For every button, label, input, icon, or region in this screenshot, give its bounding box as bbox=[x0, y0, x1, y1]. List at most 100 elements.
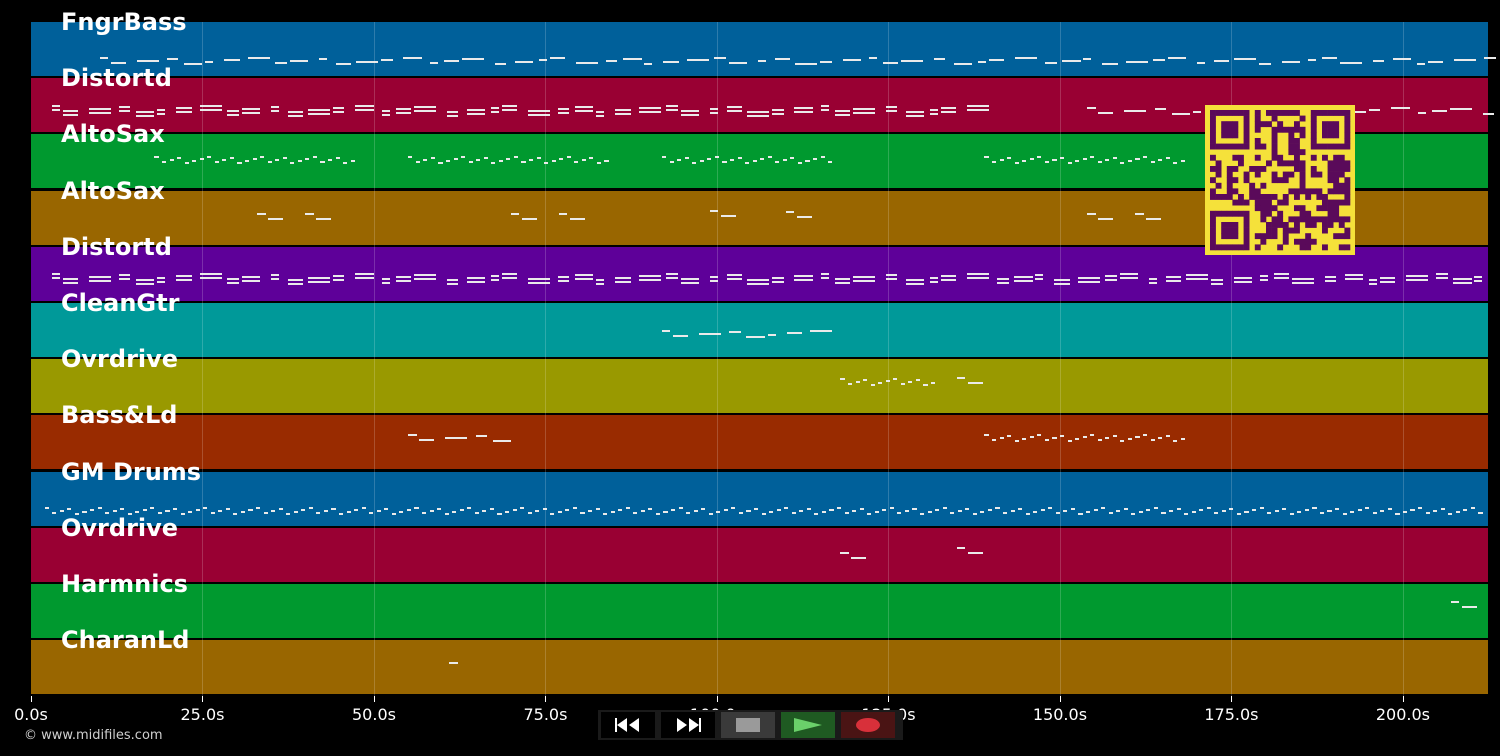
note-mark bbox=[1210, 283, 1223, 285]
record-button[interactable] bbox=[841, 712, 895, 738]
note-mark bbox=[1097, 161, 1102, 163]
note-mark bbox=[747, 115, 770, 117]
note-mark bbox=[287, 111, 303, 113]
note-mark bbox=[395, 112, 411, 114]
track-name: CharanLd bbox=[61, 626, 190, 654]
note-mark bbox=[1483, 57, 1496, 59]
note-mark bbox=[1274, 510, 1279, 512]
note-mark bbox=[714, 57, 726, 59]
note-mark bbox=[723, 509, 728, 511]
note-mark bbox=[501, 109, 517, 111]
note-mark bbox=[893, 378, 898, 380]
note-mark bbox=[984, 434, 989, 436]
note-mark bbox=[89, 509, 95, 511]
note-mark bbox=[708, 513, 713, 515]
tick-mark bbox=[1402, 696, 1404, 702]
note-mark bbox=[459, 509, 464, 511]
note-mark bbox=[332, 279, 345, 281]
track-lane bbox=[31, 415, 1488, 469]
tick-mark bbox=[1059, 696, 1061, 702]
note-mark bbox=[771, 113, 784, 115]
note-mark bbox=[1112, 435, 1117, 437]
note-mark bbox=[512, 509, 517, 511]
note-mark bbox=[1150, 161, 1155, 163]
note-mark bbox=[355, 105, 374, 107]
note-mark bbox=[361, 507, 366, 509]
note-mark bbox=[570, 218, 586, 220]
play-button[interactable] bbox=[781, 712, 835, 738]
note-mark bbox=[968, 382, 984, 384]
note-mark bbox=[1075, 160, 1080, 162]
rewind-button[interactable] bbox=[601, 712, 655, 738]
note-mark bbox=[461, 58, 484, 60]
note-mark bbox=[1463, 509, 1468, 511]
note-mark bbox=[722, 161, 727, 163]
note-mark bbox=[1273, 277, 1290, 279]
note-mark bbox=[466, 281, 486, 283]
note-mark bbox=[776, 509, 781, 511]
note-mark bbox=[529, 159, 534, 161]
note-mark bbox=[927, 511, 932, 513]
note-mark bbox=[596, 283, 605, 285]
note-mark bbox=[263, 512, 268, 514]
note-mark bbox=[1186, 274, 1209, 276]
note-mark bbox=[1435, 273, 1448, 275]
note-mark bbox=[413, 110, 436, 112]
note-mark bbox=[885, 380, 890, 382]
note-mark bbox=[51, 105, 60, 107]
note-mark bbox=[319, 58, 328, 60]
note-mark bbox=[176, 279, 192, 281]
note-mark bbox=[180, 513, 185, 515]
fast-forward-icon bbox=[677, 718, 701, 732]
tick-label: 175.0s bbox=[1204, 705, 1259, 724]
track-name: AltoSax bbox=[61, 177, 165, 205]
note-mark bbox=[343, 162, 348, 164]
note-mark bbox=[699, 333, 722, 335]
note-mark bbox=[1327, 510, 1332, 512]
note-mark bbox=[737, 157, 742, 159]
note-mark bbox=[870, 384, 875, 386]
track-name: Bass&Ld bbox=[61, 401, 178, 429]
note-mark bbox=[1014, 162, 1019, 164]
note-mark bbox=[157, 113, 166, 115]
note-mark bbox=[574, 106, 594, 108]
note-mark bbox=[915, 379, 920, 381]
note-mark bbox=[1029, 436, 1034, 438]
stop-button[interactable] bbox=[721, 712, 775, 738]
note-mark bbox=[1161, 512, 1166, 514]
note-mark bbox=[1165, 435, 1170, 437]
note-mark bbox=[1344, 274, 1364, 276]
note-mark bbox=[596, 162, 602, 164]
note-mark bbox=[275, 62, 287, 64]
note-mark bbox=[382, 110, 391, 112]
note-mark bbox=[557, 108, 570, 110]
note-mark bbox=[565, 509, 570, 511]
note-mark bbox=[834, 110, 851, 112]
note-mark bbox=[82, 511, 87, 513]
note-mark bbox=[1450, 601, 1460, 603]
note-mark bbox=[686, 59, 709, 61]
note-mark bbox=[1173, 162, 1178, 164]
tick-mark bbox=[202, 696, 204, 702]
note-mark bbox=[1037, 434, 1042, 436]
note-mark bbox=[1461, 606, 1477, 608]
note-mark bbox=[1035, 274, 1044, 276]
note-mark bbox=[207, 156, 212, 158]
note-mark bbox=[308, 277, 331, 279]
fast-forward-button[interactable] bbox=[661, 712, 715, 738]
note-mark bbox=[199, 273, 222, 275]
note-mark bbox=[596, 111, 605, 113]
note-mark bbox=[308, 109, 331, 111]
note-mark bbox=[603, 513, 608, 515]
note-mark bbox=[382, 114, 391, 116]
note-mark bbox=[615, 109, 631, 111]
note-mark bbox=[255, 507, 261, 509]
note-mark bbox=[638, 107, 661, 109]
note-mark bbox=[248, 509, 253, 511]
note-mark bbox=[483, 157, 488, 159]
track-lane bbox=[31, 472, 1488, 526]
note-mark bbox=[118, 110, 131, 112]
note-mark bbox=[120, 508, 125, 510]
note-mark bbox=[308, 507, 313, 509]
note-mark bbox=[633, 512, 638, 514]
